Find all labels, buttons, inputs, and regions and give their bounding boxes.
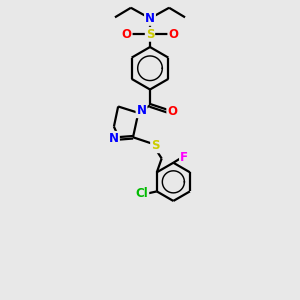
Text: Cl: Cl <box>136 187 148 200</box>
Text: S: S <box>151 139 160 152</box>
Text: N: N <box>136 104 146 117</box>
Text: O: O <box>168 28 178 41</box>
Text: N: N <box>145 12 155 25</box>
Text: O: O <box>122 28 132 41</box>
Text: O: O <box>167 105 177 118</box>
Text: S: S <box>146 28 154 41</box>
Text: F: F <box>180 151 188 164</box>
Text: N: N <box>109 132 119 145</box>
